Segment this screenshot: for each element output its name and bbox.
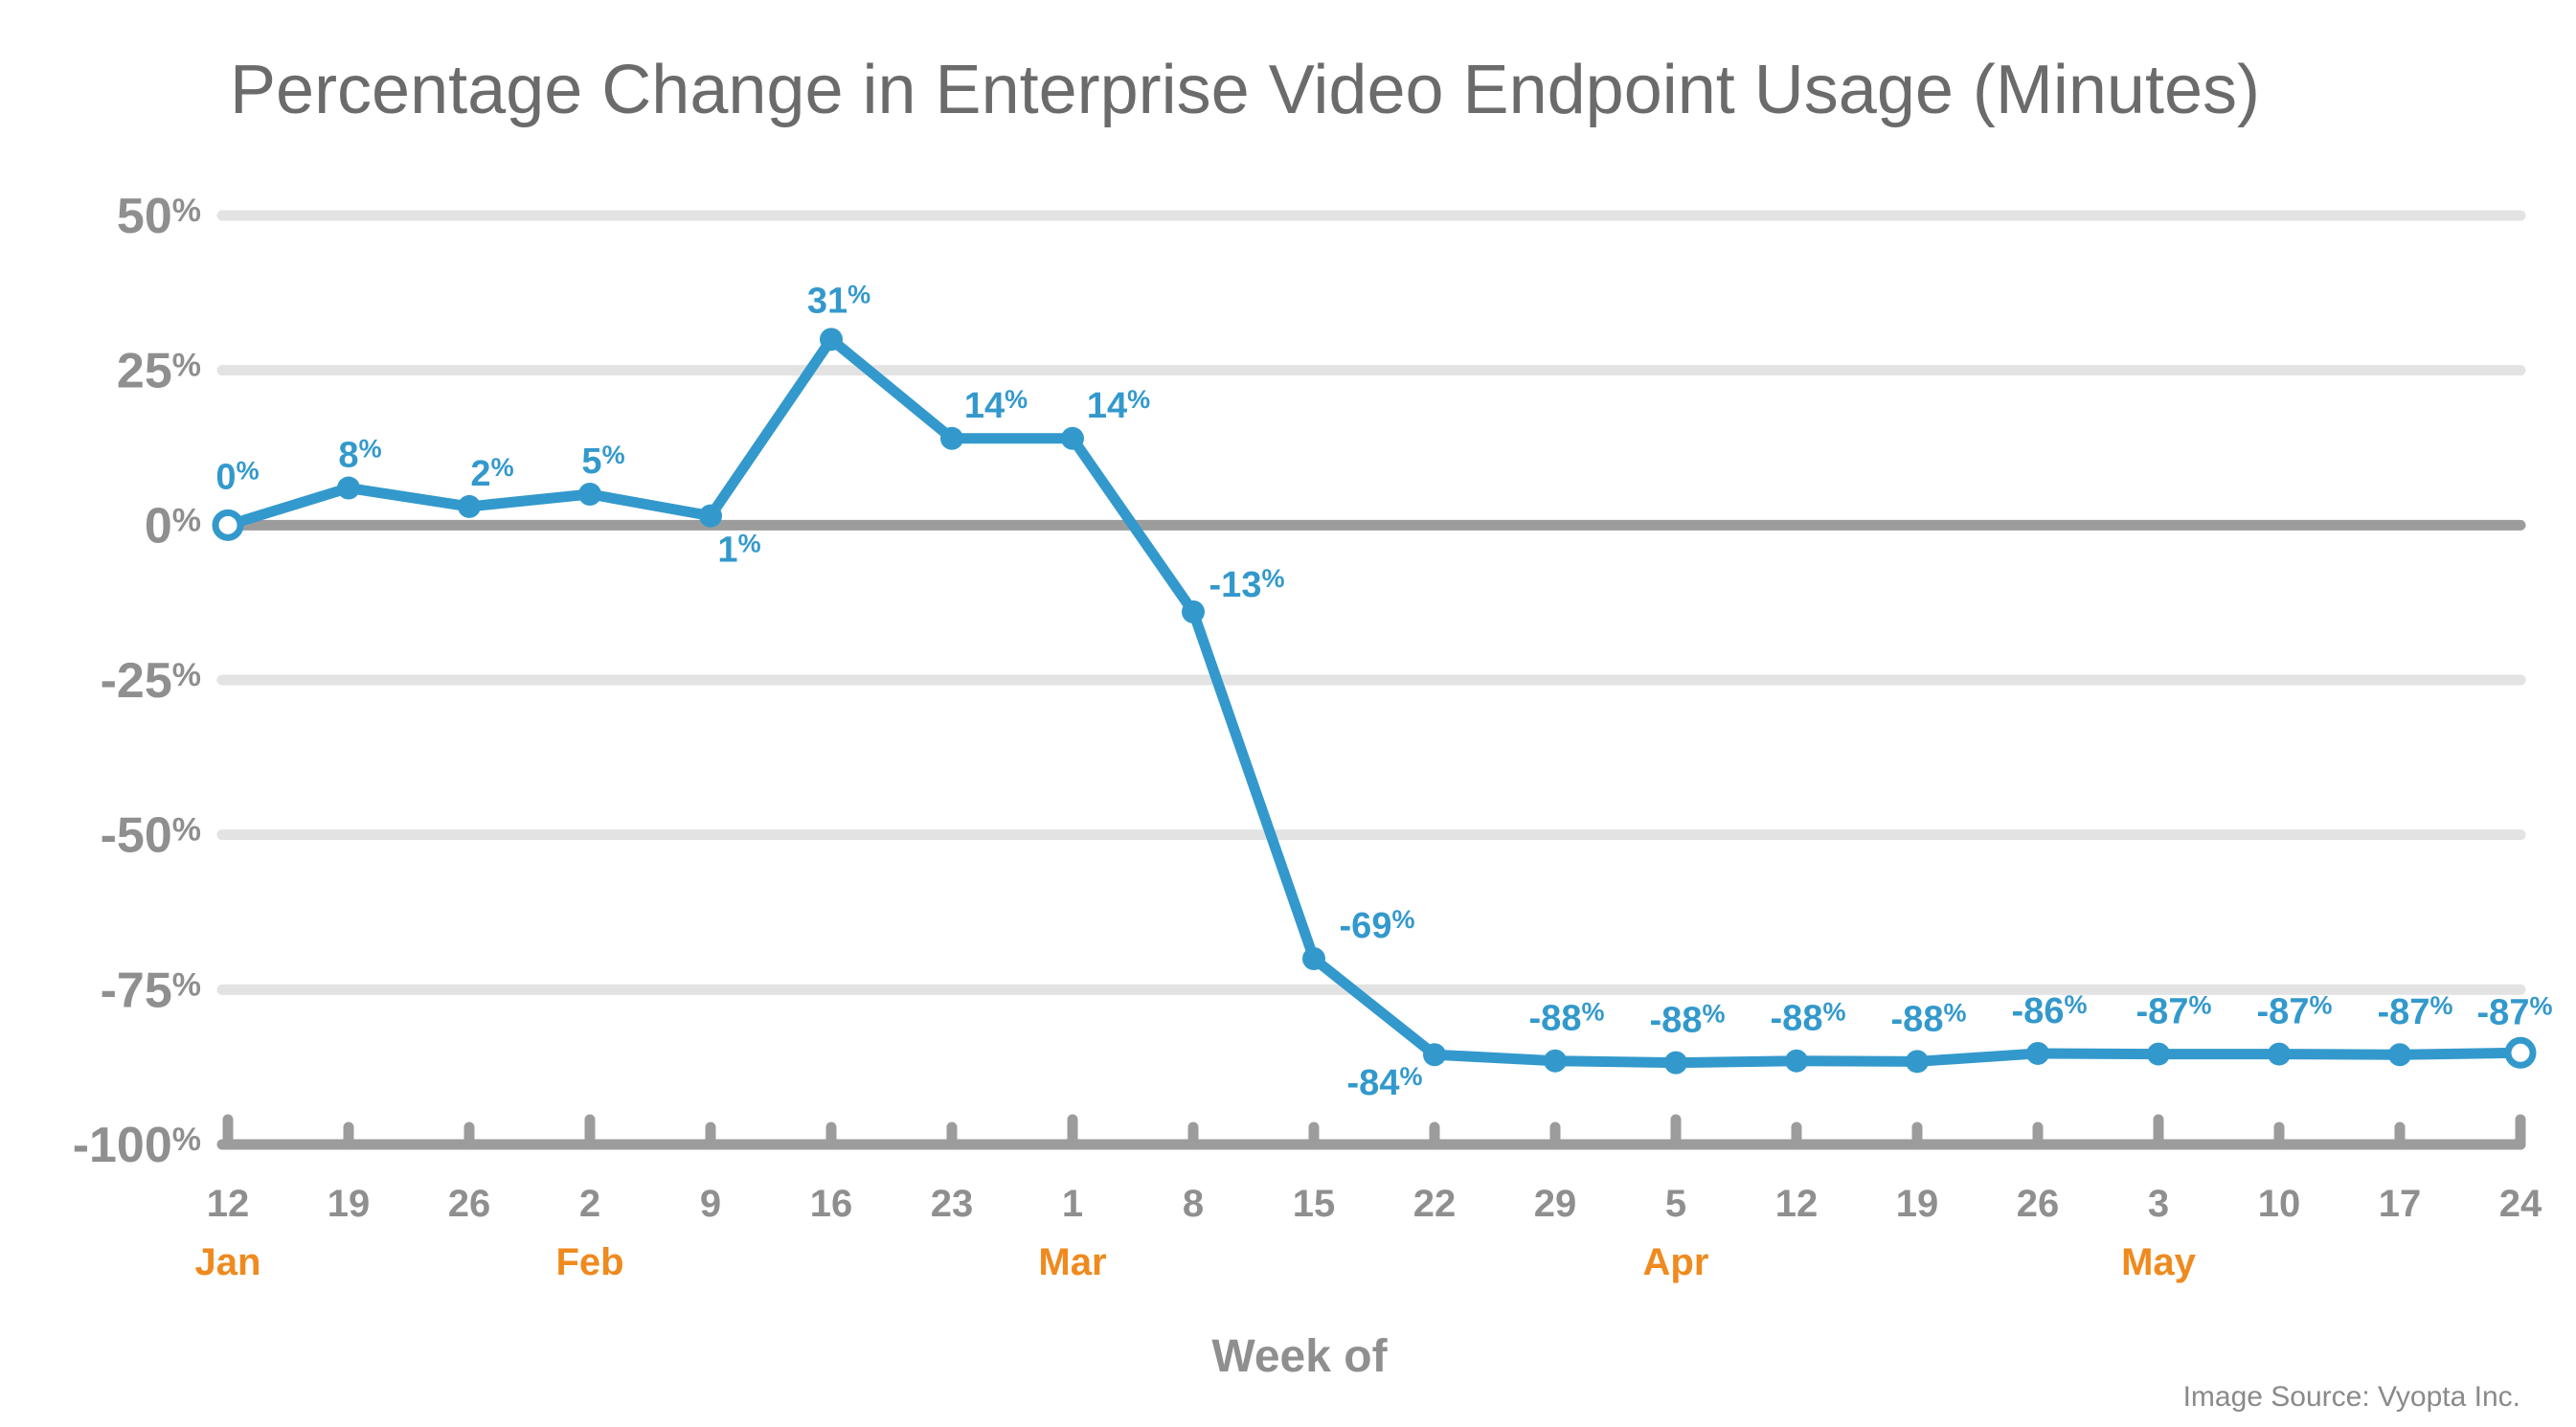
x-tick-label: 12 — [207, 1183, 250, 1225]
data-point — [212, 509, 244, 541]
data-point — [699, 504, 722, 528]
y-tick-label: 50% — [117, 189, 201, 244]
month-label: Jan — [195, 1241, 261, 1283]
data-point — [2147, 1042, 2170, 1066]
data-point — [458, 494, 481, 518]
data-label: -88% — [1771, 998, 1846, 1039]
data-label: -87% — [2136, 991, 2212, 1032]
data-label: -87% — [2257, 991, 2333, 1032]
data-label: 31% — [807, 280, 870, 321]
data-label: -88% — [1529, 998, 1605, 1039]
data-label: 5% — [581, 441, 624, 482]
month-label: Apr — [1643, 1241, 1709, 1283]
x-tick-label: 17 — [2379, 1183, 2422, 1225]
x-tick-label: 26 — [2017, 1183, 2060, 1225]
data-point — [1664, 1051, 1687, 1075]
data-point — [940, 426, 963, 450]
data-label: -88% — [1650, 1000, 1726, 1041]
x-tick-label: 26 — [448, 1183, 491, 1225]
data-label: -13% — [1209, 564, 1285, 605]
month-label: May — [2121, 1241, 2197, 1283]
data-label: -69% — [1340, 905, 1415, 946]
data-point — [2388, 1043, 2411, 1067]
data-label: 2% — [470, 453, 513, 494]
data-label: 8% — [338, 435, 381, 476]
x-tick-label: 16 — [810, 1183, 853, 1225]
x-tick-label: 2 — [579, 1183, 600, 1225]
month-label: Feb — [555, 1241, 623, 1283]
data-label: 14% — [964, 385, 1028, 426]
month-label: Mar — [1038, 1241, 1106, 1283]
x-tick-label: 23 — [931, 1183, 974, 1225]
x-tick-label: 8 — [1183, 1183, 1204, 1225]
y-tick-label: 25% — [117, 344, 201, 399]
x-tick-label: 9 — [700, 1183, 721, 1225]
data-point — [1182, 600, 1205, 623]
data-point — [1544, 1049, 1567, 1073]
grid-lines — [216, 210, 2526, 995]
y-tick-label: -25% — [101, 653, 201, 709]
y-axis: 50% 25% 0% -25% -50% -75% -100% — [73, 189, 201, 1173]
y-tick-label: -75% — [101, 963, 201, 1018]
chart-title: Percentage Change in Enterprise Video En… — [230, 52, 2260, 128]
data-point — [1785, 1049, 1808, 1073]
data-labels: 0% 8% 2% 5% 1% 31% 14% 14% -13% -69% -84% -88% -88% -… — [215, 280, 2552, 1103]
x-tick-label: 10 — [2258, 1183, 2301, 1225]
x-tick-label: 5 — [1665, 1183, 1686, 1225]
series-line-group — [212, 328, 2537, 1075]
x-tick-label: 1 — [1062, 1183, 1083, 1225]
data-point — [2504, 1036, 2537, 1069]
y-tick-label: 0% — [145, 498, 201, 554]
data-label: -86% — [2012, 990, 2088, 1031]
x-tick-label: 19 — [328, 1183, 371, 1225]
x-tick-label: 19 — [1896, 1183, 1939, 1225]
image-source-note: Image Source: Vyopta Inc. — [2183, 1381, 2520, 1413]
data-point — [820, 328, 843, 351]
x-tick-label: 3 — [2148, 1183, 2169, 1225]
y-tick-label: -50% — [101, 808, 201, 864]
data-label: -84% — [1347, 1062, 1423, 1103]
x-axis-title: Week of — [1211, 1331, 1388, 1382]
data-label: 14% — [1087, 385, 1150, 426]
data-label: 1% — [717, 530, 760, 571]
x-tick-label: 12 — [1775, 1183, 1819, 1225]
data-label: -88% — [1891, 998, 1967, 1039]
x-tick-label: 29 — [1534, 1183, 1577, 1225]
x-tick-label: 15 — [1293, 1183, 1336, 1225]
data-point — [1302, 947, 1325, 970]
y-tick-label: -100% — [73, 1118, 201, 1173]
data-point — [1061, 426, 1084, 450]
series-line — [222, 333, 2526, 1069]
x-tick-label: 22 — [1413, 1183, 1457, 1225]
data-point — [2268, 1042, 2291, 1066]
data-point — [1423, 1043, 1446, 1067]
data-label: -87% — [2378, 991, 2453, 1032]
data-point — [578, 483, 601, 506]
x-tick-label: 24 — [2499, 1183, 2542, 1225]
data-point — [1906, 1050, 1929, 1074]
data-label: 0% — [215, 456, 259, 497]
data-label: -87% — [2477, 991, 2553, 1032]
data-point — [2026, 1041, 2049, 1065]
data-point — [337, 476, 360, 500]
